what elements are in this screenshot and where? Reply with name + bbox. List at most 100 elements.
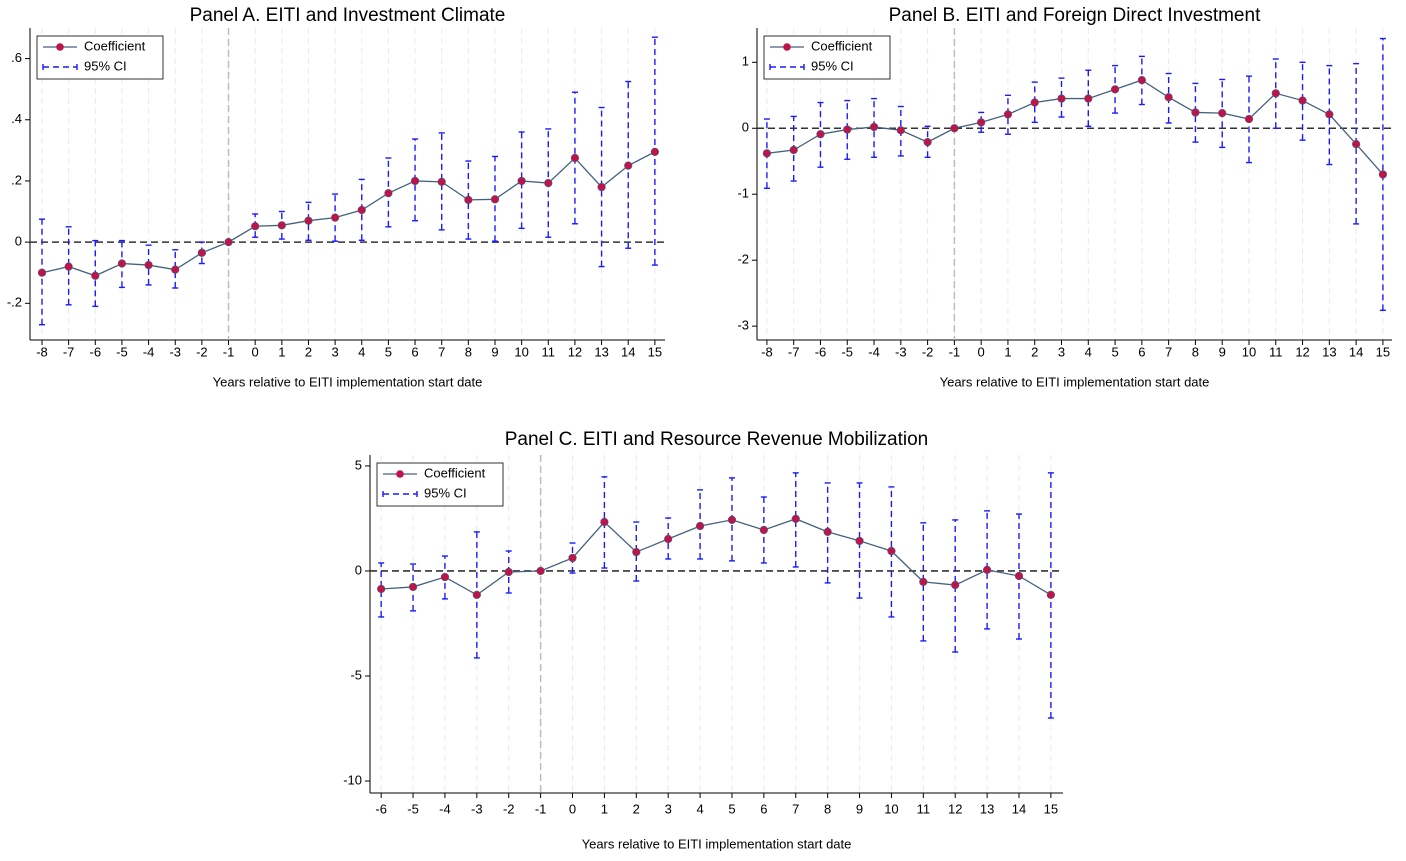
y-tick-label: -3 <box>737 318 749 333</box>
coefficient-point <box>896 126 905 135</box>
coefficient-point <box>1046 590 1055 600</box>
x-tick-label: 12 <box>1295 344 1309 359</box>
x-tick-label: 8 <box>465 344 472 359</box>
x-tick-label: 8 <box>1192 344 1199 359</box>
x-tick-label: 10 <box>1242 344 1256 359</box>
coefficient-point <box>1298 96 1307 105</box>
panel: Panel A. EITI and Investment Climate Year… <box>7 5 665 389</box>
coefficient-point <box>1030 98 1039 107</box>
y-tick-label: -5 <box>350 667 362 682</box>
coefficient-point <box>464 195 473 205</box>
x-tick-label: 3 <box>1058 344 1065 359</box>
coefficient-point <box>823 527 832 536</box>
x-tick-label: -8 <box>761 344 773 359</box>
coefficient-point <box>600 517 609 527</box>
coefficient-point <box>410 176 420 186</box>
coefficient-point <box>695 521 705 531</box>
x-tick-label: -2 <box>922 344 934 359</box>
coefficient-point <box>1271 89 1280 98</box>
x-tick-label: 6 <box>411 344 418 359</box>
y-tick-label: 0 <box>15 234 22 249</box>
x-tick-label: -8 <box>36 344 48 359</box>
x-tick-label: 10 <box>514 344 528 359</box>
x-tick-label: 0 <box>978 344 985 359</box>
panel: Panel B. EITI and Foreign Direct Investm… <box>737 5 1392 389</box>
x-tick-label: 7 <box>1165 344 1172 359</box>
x-axis-label: Years relative to EITI implementation st… <box>582 836 852 851</box>
coefficient-point <box>1244 114 1254 124</box>
coefficient-line <box>381 518 1052 596</box>
x-tick-label: 14 <box>1012 801 1026 816</box>
x-tick-label: -5 <box>116 344 128 359</box>
x-tick-label: 11 <box>1269 344 1283 359</box>
x-tick-label: -5 <box>841 344 853 359</box>
coefficient-point <box>37 268 47 277</box>
coefficient-point <box>570 153 580 163</box>
x-tick-label: 5 <box>728 801 735 816</box>
x-tick-label: 13 <box>1322 344 1336 359</box>
x-tick-label: 2 <box>633 801 640 816</box>
coefficient-point <box>919 577 928 586</box>
x-tick-label: 15 <box>1044 801 1058 816</box>
coefficient-point <box>789 145 798 155</box>
x-tick-label: 14 <box>621 344 635 359</box>
coefficient-point <box>1325 110 1334 119</box>
coefficient-point <box>440 572 450 582</box>
coefficient-point <box>759 525 768 535</box>
x-tick-label: 2 <box>305 344 312 359</box>
x-tick-label: 4 <box>696 801 703 816</box>
legend-marker <box>56 43 64 51</box>
x-tick-label: 9 <box>1219 344 1226 359</box>
x-tick-label: 0 <box>569 801 576 816</box>
coefficient-point <box>1057 94 1066 103</box>
coefficient-point <box>1110 85 1120 94</box>
coefficient-point <box>923 138 932 147</box>
coefficient-point <box>632 547 641 557</box>
x-tick-label: -4 <box>143 344 155 359</box>
y-tick-label: 1 <box>742 54 749 69</box>
coefficient-point <box>1191 108 1200 117</box>
x-axis-label: Years relative to EITI implementation st… <box>940 374 1210 389</box>
coefficient-point <box>1137 76 1146 85</box>
x-tick-label: -7 <box>63 344 75 359</box>
coefficient-point <box>624 161 633 170</box>
y-tick-label: -2 <box>737 252 749 267</box>
x-tick-label: 10 <box>884 801 898 816</box>
legend-marker <box>783 43 791 51</box>
coefficient-point <box>224 238 233 247</box>
coefficient-point <box>64 262 73 271</box>
x-tick-label: -3 <box>169 344 181 359</box>
legend-box <box>763 35 891 80</box>
x-tick-label: 6 <box>760 801 767 816</box>
coefficient-point <box>791 514 800 523</box>
coefficient-point <box>1352 139 1361 149</box>
coefficient-point <box>377 584 386 594</box>
coefficient-point <box>950 124 959 133</box>
y-tick-label: -1 <box>737 186 749 201</box>
y-tick-label: -.2 <box>7 295 22 310</box>
y-tick-label: 0 <box>742 120 749 135</box>
coefficient-point <box>977 118 986 127</box>
coefficient-point <box>1014 571 1024 581</box>
coefficient-point <box>504 567 513 577</box>
coefficient-point <box>277 221 286 230</box>
coefficient-point <box>437 177 446 186</box>
legend-label: Coefficient <box>424 465 486 480</box>
x-tick-label: 13 <box>980 801 994 816</box>
y-tick-label: .2 <box>11 172 22 187</box>
coefficient-point <box>517 176 526 186</box>
coefficient-point <box>982 565 992 575</box>
x-tick-label: 9 <box>491 344 498 359</box>
coefficient-point <box>536 566 545 576</box>
x-tick-label: -2 <box>196 344 208 359</box>
x-tick-label: 1 <box>601 801 608 816</box>
coefficient-point <box>357 205 366 215</box>
y-tick-label: .4 <box>11 111 22 126</box>
x-tick-label: 7 <box>438 344 445 359</box>
y-tick-label: 0 <box>355 562 362 577</box>
y-tick-label: -10 <box>343 772 362 787</box>
x-tick-label: -4 <box>868 344 880 359</box>
x-tick-label: -2 <box>503 801 515 816</box>
coefficient-point <box>144 260 153 270</box>
coefficient-point <box>650 147 659 156</box>
